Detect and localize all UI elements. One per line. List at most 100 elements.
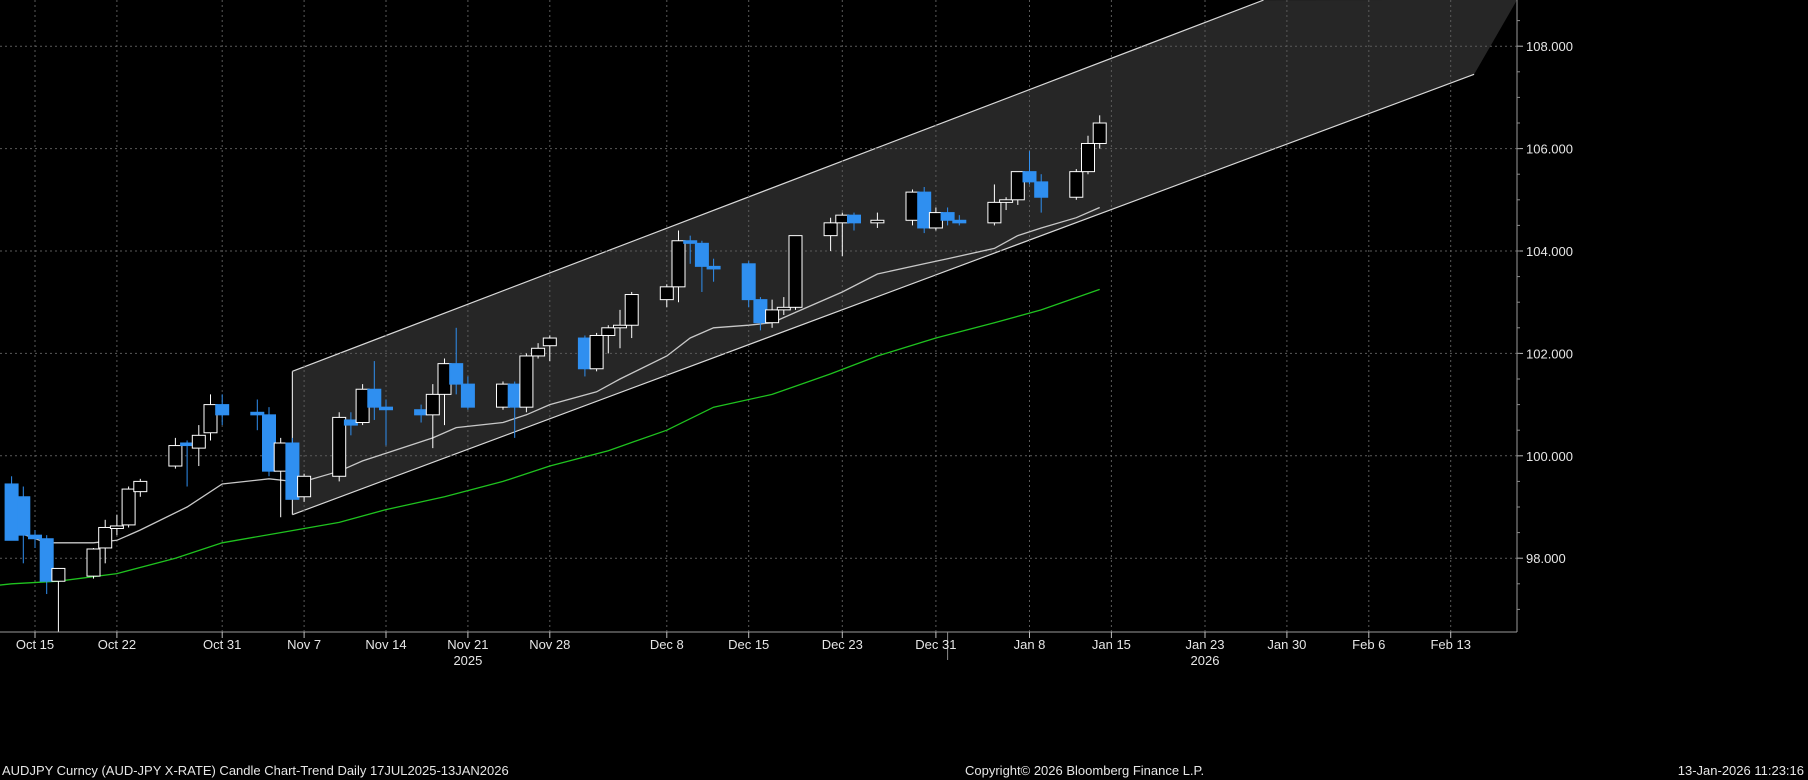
candle-body xyxy=(180,442,195,447)
up-candle xyxy=(1069,169,1084,200)
y-tick-label: 98.000 xyxy=(1526,551,1566,566)
candle-body xyxy=(51,567,66,582)
up-candle xyxy=(999,197,1014,211)
up-candle xyxy=(168,437,183,469)
y-tick-label: 102.000 xyxy=(1526,346,1573,361)
candle-body xyxy=(1034,181,1049,198)
up-candle xyxy=(531,343,546,359)
x-tick-label: Nov 28 xyxy=(529,637,570,652)
down-candle xyxy=(940,207,955,226)
down-candle xyxy=(741,261,756,308)
candle-body xyxy=(367,388,382,408)
x-tick-label: Dec 31 xyxy=(915,637,956,652)
candle-body xyxy=(273,442,288,472)
candle-body xyxy=(133,480,148,493)
candle-body xyxy=(870,219,885,224)
x-year-label: 2026 xyxy=(1191,653,1220,668)
candle-body xyxy=(905,191,920,221)
x-tick-label: Jan 30 xyxy=(1267,637,1306,652)
candle-body xyxy=(414,409,429,416)
candle-body xyxy=(262,414,276,472)
up-candle xyxy=(765,299,780,328)
down-candle xyxy=(847,212,861,231)
up-candle xyxy=(671,230,686,303)
up-candle xyxy=(273,437,288,518)
x-tick-label: Feb 6 xyxy=(1352,637,1385,652)
down-candle xyxy=(507,381,522,438)
up-candle xyxy=(86,547,101,579)
candle-body xyxy=(753,299,768,324)
trend-channel xyxy=(291,0,1517,516)
y-tick-label: 108.000 xyxy=(1526,39,1573,54)
candle-body xyxy=(706,265,721,270)
up-candle xyxy=(51,567,66,632)
x-tick-label: Oct 15 xyxy=(16,637,54,652)
up-candle xyxy=(987,184,1002,226)
candle-body xyxy=(250,411,265,416)
candle-body xyxy=(285,442,300,500)
candle-body xyxy=(999,199,1014,203)
down-candle xyxy=(1022,151,1037,185)
candle-body xyxy=(928,212,943,229)
grid-lines xyxy=(0,0,1517,632)
candle-body xyxy=(542,337,557,347)
x-tick-label: Dec 23 xyxy=(822,637,863,652)
x-tick-label: Jan 15 xyxy=(1092,637,1131,652)
up-candle xyxy=(1081,135,1095,175)
x-tick-label: Feb 13 xyxy=(1430,637,1470,652)
up-candle xyxy=(601,325,616,354)
candle-body xyxy=(765,309,780,324)
up-candle xyxy=(776,297,791,315)
up-candle xyxy=(203,394,218,441)
candle-body xyxy=(835,214,850,224)
x-tick-label: Nov 21 xyxy=(447,637,488,652)
candle-body xyxy=(191,434,206,449)
x-tick-label: Jan 23 xyxy=(1185,637,1224,652)
candle-body xyxy=(1092,122,1107,144)
candle-body xyxy=(776,306,791,311)
down-candle xyxy=(1034,174,1049,213)
up-candle xyxy=(589,332,604,372)
x-tick-label: Oct 31 xyxy=(203,637,241,652)
x-tick-label: Dec 8 xyxy=(650,637,684,652)
candle-body xyxy=(86,548,101,577)
x-tick-label: Jan 8 xyxy=(1014,637,1046,652)
down-candle xyxy=(706,258,721,282)
down-candle xyxy=(694,240,709,292)
axis-labels: 98.000 100.000 102.000 104.000 106.000 108.00… xyxy=(16,39,1573,668)
down-candle xyxy=(379,399,393,446)
up-candle xyxy=(613,309,627,349)
x-tick-label: Nov 7 xyxy=(287,637,321,652)
candle-body xyxy=(437,363,452,395)
short-moving-average-line xyxy=(11,206,1100,544)
up-candle xyxy=(823,217,838,251)
candle-body xyxy=(577,337,592,370)
candle-body xyxy=(847,214,861,224)
candle-body xyxy=(659,286,674,301)
down-candle xyxy=(215,394,230,426)
x-year-label: 2025 xyxy=(453,653,482,668)
down-candle xyxy=(460,376,475,410)
candle-body xyxy=(624,294,639,326)
up-candle xyxy=(905,189,920,226)
candle-body xyxy=(601,327,616,336)
candle-body xyxy=(1081,142,1095,173)
up-candle xyxy=(109,514,124,536)
down-candle xyxy=(917,187,932,234)
up-candle xyxy=(425,384,440,449)
candle-body xyxy=(425,393,440,416)
candle-body xyxy=(297,475,312,498)
candle-body xyxy=(1069,171,1084,198)
up-candle xyxy=(1010,171,1025,205)
down-candle xyxy=(28,530,42,548)
down-candle xyxy=(285,437,300,500)
candle-body xyxy=(1022,171,1037,183)
y-tick-label: 100.000 xyxy=(1526,449,1573,464)
up-candle xyxy=(191,425,206,467)
up-candle xyxy=(496,381,510,410)
x-tick-label: Nov 14 xyxy=(365,637,406,652)
down-candle xyxy=(367,361,382,420)
candle-body xyxy=(355,388,370,424)
candle-body xyxy=(788,235,803,308)
